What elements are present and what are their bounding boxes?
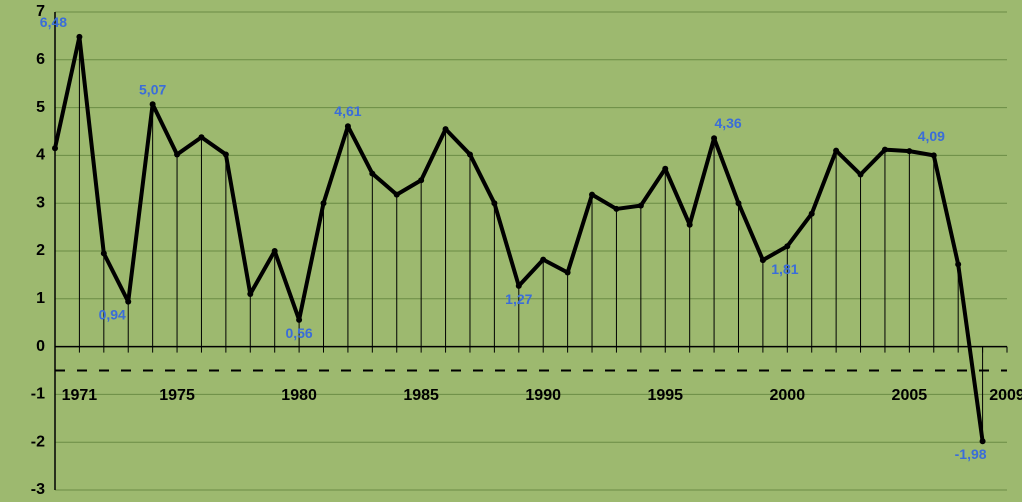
series-marker	[760, 257, 766, 263]
series-marker	[174, 151, 180, 157]
x-tick-label: 1975	[159, 387, 195, 404]
series-marker	[491, 200, 497, 206]
series-marker	[735, 200, 741, 206]
series-marker	[662, 166, 668, 172]
series-marker	[516, 283, 522, 289]
series-marker	[296, 317, 302, 323]
x-tick-label: 2000	[770, 387, 806, 404]
y-tick-label: 3	[36, 194, 45, 211]
series-marker	[101, 250, 107, 256]
series-marker	[125, 299, 131, 305]
series-marker	[52, 145, 58, 151]
data-label: 0,94	[99, 307, 126, 323]
x-tick-label: 1980	[281, 387, 317, 404]
series-marker	[638, 203, 644, 209]
series-marker	[711, 135, 717, 141]
series-marker	[955, 261, 961, 267]
y-tick-label: 2	[36, 242, 45, 259]
y-tick-label: 4	[36, 147, 45, 164]
series-marker	[613, 206, 619, 212]
data-label: 5,07	[139, 81, 166, 97]
series-marker	[150, 101, 156, 107]
series-marker	[858, 172, 864, 178]
data-label: 4,61	[334, 103, 361, 119]
y-tick-label: -3	[31, 481, 45, 498]
y-tick-label: 6	[36, 51, 45, 68]
data-label: 0,56	[285, 325, 312, 341]
series-marker	[565, 270, 571, 276]
series-marker	[223, 151, 229, 157]
series-marker	[394, 192, 400, 198]
series-marker	[931, 152, 937, 158]
series-marker	[882, 147, 888, 153]
y-tick-label: -1	[31, 386, 45, 403]
series-marker	[784, 243, 790, 249]
series-marker	[369, 171, 375, 177]
data-label: 6,48	[40, 14, 67, 30]
x-tick-label: 1995	[647, 387, 683, 404]
series-marker	[76, 34, 82, 40]
data-label: 4,09	[918, 128, 945, 144]
series-marker	[687, 222, 693, 228]
series-marker	[833, 148, 839, 154]
y-tick-label: 1	[36, 290, 45, 307]
chart-svg: -3-2-10123456719711975198019851990199520…	[0, 0, 1022, 502]
series-marker	[198, 134, 204, 140]
data-label: -1,98	[955, 446, 987, 462]
x-tick-label: 2009	[989, 387, 1022, 404]
data-label: 4,36	[714, 115, 741, 131]
series-marker	[809, 211, 815, 217]
series-marker	[247, 291, 253, 297]
x-tick-label: 1990	[525, 387, 561, 404]
series-marker	[589, 192, 595, 198]
series-marker	[443, 126, 449, 132]
series-marker	[321, 200, 327, 206]
series-marker	[980, 438, 986, 444]
line-chart: -3-2-10123456719711975198019851990199520…	[0, 0, 1022, 502]
y-tick-label: 0	[36, 338, 45, 355]
series-marker	[467, 151, 473, 157]
y-tick-label: 5	[36, 99, 45, 116]
series-marker	[345, 123, 351, 129]
series-marker	[906, 148, 912, 154]
x-tick-label: 1971	[62, 387, 98, 404]
data-label: 1,27	[505, 291, 532, 307]
series-marker	[540, 257, 546, 263]
series-marker	[418, 177, 424, 183]
series-marker	[272, 248, 278, 254]
x-tick-label: 1985	[403, 387, 439, 404]
data-label: 1,81	[771, 261, 798, 277]
y-tick-label: -2	[31, 433, 45, 450]
x-tick-label: 2005	[892, 387, 928, 404]
